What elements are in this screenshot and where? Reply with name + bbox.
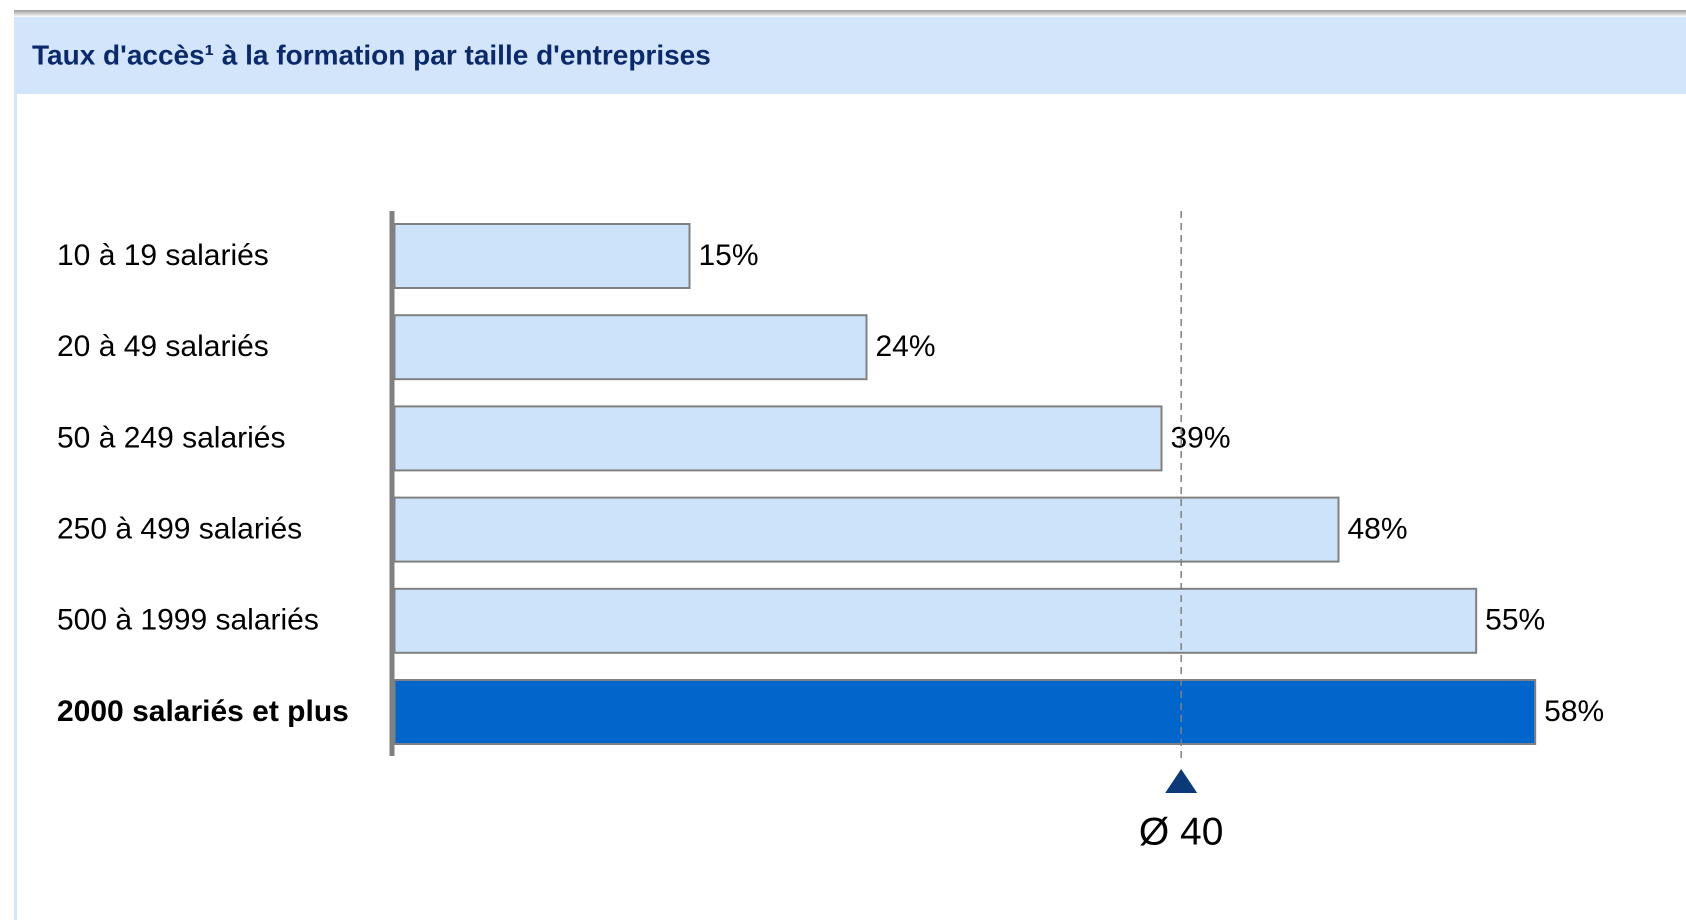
category-label: 10 à 19 salariés xyxy=(57,239,269,272)
frame-left-border xyxy=(14,17,17,920)
bar xyxy=(393,679,1537,745)
frame-shadow xyxy=(14,10,1686,17)
category-label: 250 à 499 salariés xyxy=(57,513,302,546)
average-label: Ø 40 xyxy=(1139,810,1224,853)
bar xyxy=(393,496,1340,563)
category-label: 50 à 249 salariés xyxy=(57,421,286,454)
average-marker xyxy=(1165,769,1198,793)
value-label: 39% xyxy=(1171,421,1231,454)
chart-title: Taux d'accès¹ à la formation par taille … xyxy=(32,39,711,70)
value-label: 24% xyxy=(876,330,936,363)
category-label: 500 à 1999 salariés xyxy=(57,604,319,637)
value-label: 58% xyxy=(1544,695,1604,728)
value-label: 15% xyxy=(699,239,759,272)
category-label: 20 à 49 salariés xyxy=(57,330,269,363)
value-label: 48% xyxy=(1348,513,1408,546)
bar xyxy=(393,587,1478,654)
bar xyxy=(393,223,691,289)
bar xyxy=(393,405,1163,472)
bar xyxy=(393,314,868,381)
value-label: 55% xyxy=(1485,604,1545,637)
header-band xyxy=(16,17,1686,94)
category-label: 2000 salariés et plus xyxy=(57,695,349,728)
